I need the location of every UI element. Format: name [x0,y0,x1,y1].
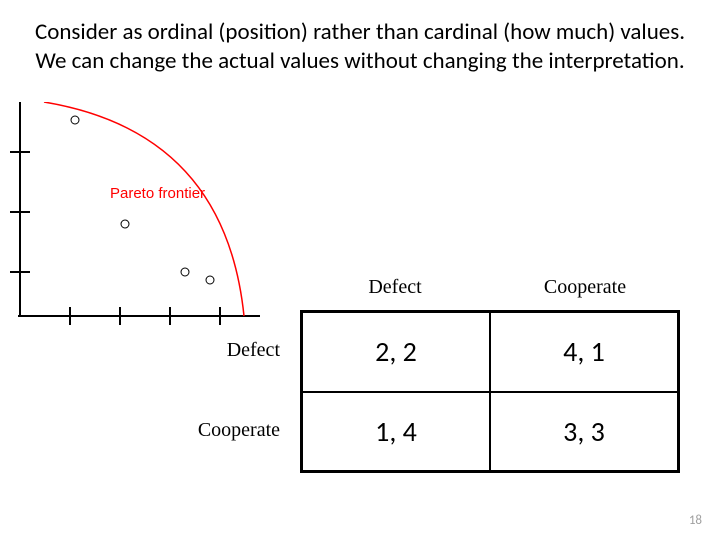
pareto-chart [0,102,280,332]
data-point [181,268,189,276]
cell-dc: 4, 1 [490,312,679,392]
slide-title: Consider as ordinal (position) rather th… [20,18,700,76]
slide: Consider as ordinal (position) rather th… [0,0,720,540]
cell-dd: 2, 2 [302,312,491,392]
payoff-column-headers: Defect Cooperate [300,276,680,299]
payoff-matrix: 2, 2 4, 1 1, 4 3, 3 [300,310,680,473]
cell-cc: 3, 3 [490,392,679,472]
table-row: 2, 2 4, 1 [302,312,679,392]
col-header-cooperate: Cooperate [490,276,680,299]
row-header-cooperate: Cooperate [130,390,290,470]
pareto-frontier-curve [44,102,244,316]
payoff-row-headers: Defect Cooperate [130,310,290,470]
row-header-defect: Defect [130,310,290,390]
col-header-defect: Defect [300,276,490,299]
data-point [121,220,129,228]
cell-cd: 1, 4 [302,392,491,472]
table-row: 1, 4 3, 3 [302,392,679,472]
data-point [206,276,214,284]
pareto-frontier-label: Pareto frontier [110,185,205,202]
page-number: 18 [689,513,702,528]
data-point [71,116,79,124]
